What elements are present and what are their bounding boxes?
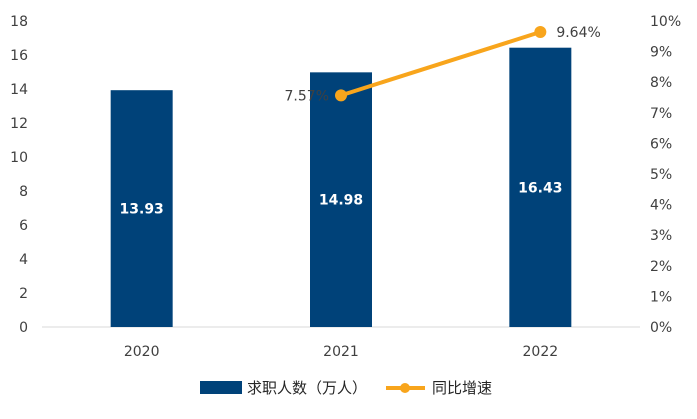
right-tick-label: 0% (650, 320, 672, 336)
bar-data-label: 16.43 (518, 180, 562, 196)
left-tick-label: 14 (10, 82, 28, 98)
right-tick-label: 8% (650, 75, 672, 91)
right-tick-label: 9% (650, 45, 672, 61)
legend-swatch-marker (400, 383, 410, 393)
left-y-axis: 0 2 4 6 8 10 12 14 16 18 (10, 14, 28, 336)
bar-data-label: 14.98 (319, 193, 363, 209)
left-tick-label: 4 (19, 252, 28, 268)
right-tick-label: 5% (650, 167, 672, 183)
right-tick-label: 7% (650, 106, 672, 122)
left-tick-label: 10 (10, 150, 28, 166)
legend-swatch-bar (200, 381, 242, 394)
legend-label-bar: 求职人数（万人） (247, 379, 367, 397)
line-series (335, 26, 547, 102)
left-tick-label: 8 (19, 184, 28, 200)
bar (509, 47, 572, 327)
x-tick-label: 2020 (124, 344, 160, 360)
right-tick-label: 10% (650, 14, 681, 30)
bar-data-labels: 13.93 14.98 16.43 (120, 180, 563, 217)
x-tick-label: 2022 (523, 344, 559, 360)
legend-label-line: 同比增速 (432, 379, 492, 397)
line-point (335, 89, 347, 102)
bar (310, 72, 372, 327)
left-tick-label: 16 (10, 48, 28, 64)
legend: 求职人数（万人） 同比增速 (200, 379, 492, 397)
bar (110, 90, 173, 327)
left-tick-label: 6 (19, 218, 28, 234)
right-tick-label: 1% (650, 289, 672, 305)
x-tick-label: 2021 (323, 344, 359, 360)
left-tick-label: 2 (19, 286, 28, 302)
line-data-label: 9.64% (556, 25, 600, 41)
right-tick-label: 3% (650, 228, 672, 244)
bar-series (110, 47, 572, 327)
right-tick-label: 4% (650, 198, 672, 214)
line-data-label: 7.57% (285, 88, 329, 104)
left-tick-label: 12 (10, 116, 28, 132)
line-point (534, 26, 547, 39)
x-axis: 2020 2021 2022 (124, 344, 558, 360)
left-tick-label: 0 (19, 320, 28, 336)
right-tick-label: 6% (650, 136, 672, 152)
bar-data-label: 13.93 (120, 202, 164, 218)
right-tick-label: 2% (650, 259, 672, 275)
right-y-axis: 0% 1% 2% 3% 4% 5% 6% 7% 8% 9% 10% (650, 14, 681, 336)
line-data-labels: 7.57% 9.64% (285, 25, 601, 104)
line-path (340, 30, 541, 98)
left-tick-label: 18 (10, 14, 28, 30)
